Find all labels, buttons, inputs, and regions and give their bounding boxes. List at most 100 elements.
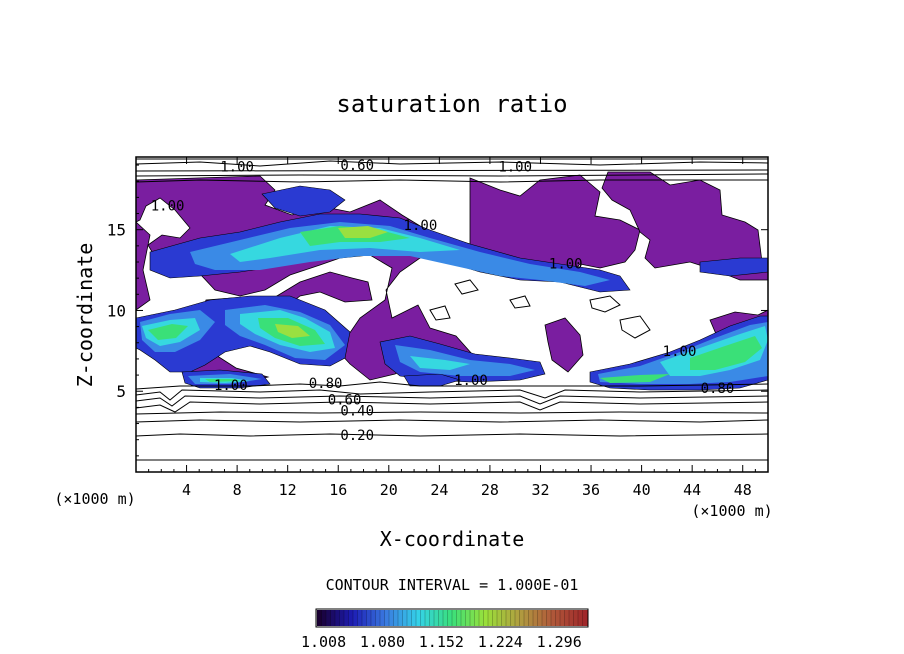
x-tick-label: 32 [531, 481, 549, 499]
colorbar-swatch [506, 610, 511, 626]
colorbar-swatch [501, 610, 507, 626]
x-tick-label: 40 [633, 481, 651, 499]
contour-label: 1.00 [549, 257, 583, 273]
contour-label: 0.20 [340, 428, 374, 444]
colorbar-swatch [429, 610, 435, 626]
colorbar-swatch [353, 610, 358, 626]
fill-region-lime [275, 226, 388, 338]
colorbar-swatch [528, 610, 534, 626]
contour-label: 1.00 [454, 373, 488, 389]
colorbar-tick-label: 1.080 [360, 633, 405, 651]
colorbar-swatch [425, 610, 430, 626]
colorbar-swatch [461, 610, 466, 626]
colorbar-swatch [326, 610, 331, 626]
contour-lines [136, 158, 768, 461]
colorbar-swatch [537, 610, 543, 626]
colorbar-swatch [519, 610, 525, 626]
colorbar-swatch [357, 610, 363, 626]
colorbar-swatch [465, 610, 471, 626]
contour-label: 0.80 [701, 381, 735, 397]
x-tick-label: 44 [683, 481, 701, 499]
contour-label: 0.40 [340, 404, 374, 420]
colorbar-swatch [330, 610, 336, 626]
colorbar-swatch [366, 610, 372, 626]
colorbar-swatch [533, 610, 538, 626]
x-axis-units: (×1000 m) [691, 502, 772, 520]
colorbar-swatch [402, 610, 408, 626]
x-tick-label: 8 [233, 481, 242, 499]
x-tick-label: 4 [182, 481, 191, 499]
chart-title: saturation ratio [336, 90, 567, 118]
colorbar-swatch [560, 610, 565, 626]
x-tick-label: 36 [582, 481, 600, 499]
contour-label: 1.00 [663, 344, 697, 360]
colorbar-swatch [573, 610, 579, 626]
y-tick-label: 15 [107, 221, 126, 240]
colorbar-swatch [564, 610, 570, 626]
colorbar-swatch [339, 610, 345, 626]
colorbar-tick-label: 1.224 [478, 633, 523, 651]
x-tick-label: 28 [481, 481, 499, 499]
colorbar-swatch [434, 610, 439, 626]
colorbar-swatch [447, 610, 453, 626]
colorbar-swatch [456, 610, 462, 626]
contour-label: 1.00 [498, 160, 532, 176]
colorbar-swatch [411, 610, 417, 626]
colorbar-swatch [407, 610, 412, 626]
colorbar-tick-label: 1.008 [301, 633, 346, 651]
x-tick-label: 48 [734, 481, 752, 499]
x-tick-label: 12 [279, 481, 297, 499]
colorbar-swatch [569, 610, 574, 626]
colorbar-swatch [551, 610, 556, 626]
contour-label: 1.00 [220, 160, 254, 176]
colorbar-frame [315, 608, 589, 628]
colorbar [316, 610, 588, 626]
plot-area [136, 157, 768, 472]
colorbar-swatch [479, 610, 484, 626]
y-axis-units: (×1000 m) [54, 490, 135, 508]
colorbar-swatch [470, 610, 475, 626]
colorbar-swatch [375, 610, 381, 626]
colorbar-swatch [524, 610, 529, 626]
colorbar-swatch [384, 610, 390, 626]
x-tick-label: 16 [329, 481, 347, 499]
colorbar-swatch [344, 610, 349, 626]
colorbar-swatch [443, 610, 448, 626]
colorbar-tick-label: 1.152 [419, 633, 464, 651]
colorbar-swatch [398, 610, 403, 626]
contour-labels: 0.200.400.600.600.80 0.801.00 1.001.001.00… [151, 158, 735, 444]
y-axis: 5 10 15 [107, 164, 768, 457]
contour-label: 1.00 [151, 198, 185, 214]
y-tick-label: 10 [107, 301, 126, 320]
colorbar-tick-labels: 1.008 1.080 1.152 1.224 1.296 [301, 633, 582, 651]
colorbar-swatch [488, 610, 493, 626]
colorbar-swatch [497, 610, 502, 626]
colorbar-swatch [510, 610, 516, 626]
colorbar-swatch [321, 610, 327, 626]
contour-label: 0.60 [340, 158, 374, 174]
colorbar-swatch [438, 610, 444, 626]
contour-interval-note: CONTOUR INTERVAL = 1.000E-01 [326, 576, 579, 594]
y-tick-label: 5 [116, 382, 126, 401]
colorbar-swatch [389, 610, 394, 626]
x-axis-title: X-coordinate [380, 527, 525, 551]
colorbar-swatch [483, 610, 489, 626]
colorbar-swatch [371, 610, 376, 626]
colorbar-swatch [416, 610, 421, 626]
contour-label: 0.80 [309, 376, 343, 392]
colorbar-swatch [555, 610, 561, 626]
colorbar-swatch [542, 610, 547, 626]
colorbar-swatch [578, 610, 583, 626]
colorbar-swatch [393, 610, 399, 626]
colorbar-swatch [515, 610, 520, 626]
contour-label: 0.60 [328, 392, 362, 408]
colorbar-swatch [420, 610, 426, 626]
colorbar-swatch [582, 610, 588, 626]
colorbar-swatch [474, 610, 480, 626]
colorbar-swatch [335, 610, 340, 626]
colorbar-swatch [546, 610, 552, 626]
contour-label: 1.00 [404, 218, 438, 234]
x-tick-label: 24 [430, 481, 448, 499]
colorbar-tick-label: 1.296 [537, 633, 582, 651]
